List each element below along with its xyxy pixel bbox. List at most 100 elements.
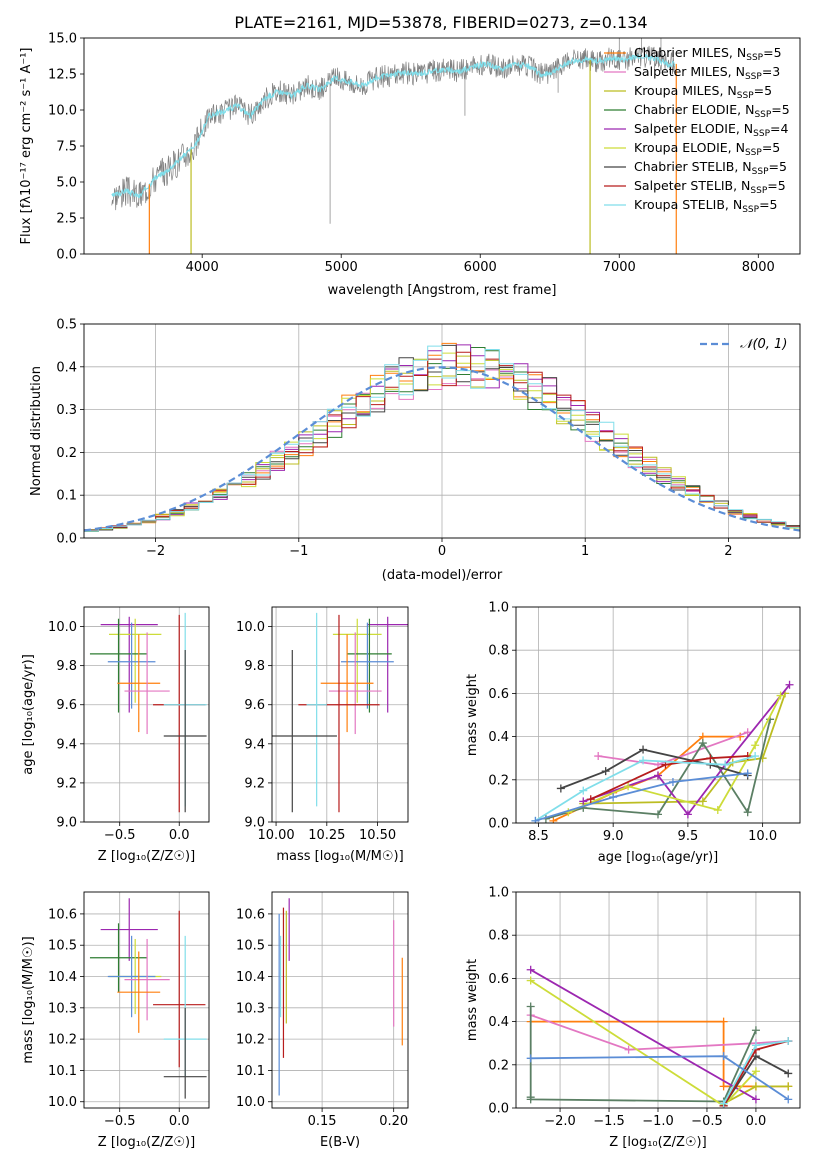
figure-title: PLATE=2161, MJD=53878, FIBERID=0273, z=0… — [234, 13, 647, 32]
y-tick-label: 9.0 — [56, 816, 77, 831]
weight-marker — [639, 745, 648, 754]
y-tick-label: 12.5 — [48, 68, 77, 83]
x-tick-label: 0.20 — [379, 1114, 408, 1129]
mass_weight_vs_Z-plot — [526, 965, 793, 1108]
weight-marker — [526, 1054, 535, 1063]
weight-marker — [579, 786, 588, 795]
spectrum-xlabel: wavelength [Angstrom, rest frame] — [328, 283, 557, 298]
errorbar-point — [320, 634, 374, 733]
y-tick-label: 10.6 — [48, 907, 77, 922]
x-tick-label: −0.5 — [104, 828, 136, 843]
y-tick-label: 9.8 — [56, 659, 77, 674]
y-tick-label: 10.1 — [48, 1064, 77, 1079]
histogram-series — [84, 345, 800, 532]
weight-marker — [601, 767, 610, 776]
errorbar-point — [341, 622, 394, 709]
y-tick-label: 10.3 — [236, 1001, 265, 1016]
x-tick-label: 1 — [581, 544, 589, 559]
weight-marker — [776, 691, 785, 700]
x-tick-label: 0 — [438, 544, 446, 559]
y-tick-label: 9.6 — [244, 698, 265, 713]
y-tick-label: 10.0 — [236, 620, 265, 635]
errorbar-point — [163, 650, 207, 813]
y-tick-label: 0.4 — [56, 360, 77, 375]
weight-marker — [751, 1095, 760, 1104]
spectrum-frame — [83, 37, 801, 255]
weight-marker — [549, 816, 558, 823]
mass_weight_vs_Z-xlabel: Z [log₁₀(Z/Z☉)] — [609, 1135, 706, 1150]
x-tick-label: 10.25 — [308, 828, 345, 843]
x-tick-label: 6000 — [464, 260, 497, 275]
errorbar-point — [272, 650, 337, 813]
y-tick-label: 10.0 — [48, 1095, 77, 1110]
y-tick-label: 9.6 — [56, 698, 77, 713]
y-tick-label: 0.6 — [488, 687, 509, 702]
mass_vs_Z-plot — [89, 898, 207, 1099]
weight-series — [530, 1014, 789, 1051]
x-tick-label: −2.0 — [544, 1114, 576, 1129]
x-tick-label: 7000 — [603, 260, 636, 275]
weight-marker — [526, 1002, 535, 1011]
mass_vs_Z-xlabel: Z [log₁₀(Z/Z☉)] — [98, 1135, 195, 1150]
y-tick-label: 0.0 — [56, 248, 77, 263]
errorbar-point — [163, 1007, 207, 1099]
weight-marker — [698, 797, 707, 806]
y-tick-label: 7.5 — [56, 140, 77, 155]
weight-marker — [624, 782, 633, 791]
weight-marker — [594, 752, 603, 761]
y-tick-label: 10.3 — [48, 1001, 77, 1016]
legend-entry: Salpeter STELIB, NSSP=5 — [634, 178, 786, 196]
y-tick-label: 5.0 — [56, 176, 77, 191]
weight-marker — [743, 769, 752, 778]
residuals-ylabel: Normed distribution — [29, 366, 44, 496]
weight-series — [530, 969, 757, 1101]
legend-entry: Kroupa MILES, NSSP=5 — [634, 83, 772, 101]
x-tick-label: −1.5 — [593, 1114, 625, 1129]
y-tick-label: 0.8 — [488, 929, 509, 944]
legend-entry: Kroupa ELODIE, NSSP=5 — [634, 140, 780, 158]
weight-marker — [721, 760, 730, 769]
mass_vs_ebv-axes: 0.15 0.20 10.0 10.1 10.2 10.3 10.4 10.5 10.6 — [236, 892, 408, 1129]
mass_vs_ebv-plot — [278, 898, 403, 1096]
y-tick-label: 0.0 — [488, 817, 509, 832]
age_vs_Z-xlabel: Z [log₁₀(Z/Z☉)] — [98, 849, 195, 864]
weight-marker — [579, 797, 588, 806]
mass_weight_vs_age-xlabel: age [log₁₀(age/yr)] — [598, 850, 719, 865]
weight-marker — [654, 771, 662, 780]
weight-marker — [784, 1037, 793, 1046]
weight-marker — [719, 1052, 728, 1061]
errorbar-point — [117, 634, 161, 733]
weight-series — [545, 719, 771, 820]
weight-marker — [751, 1026, 760, 1035]
errorbar-point — [100, 616, 158, 713]
residuals-plot — [84, 342, 800, 532]
y-tick-label: 10.2 — [48, 1033, 77, 1048]
x-tick-label: 9.5 — [678, 829, 699, 844]
weight-marker — [785, 680, 794, 689]
weight-marker — [624, 1045, 633, 1054]
y-tick-label: 0.5 — [56, 318, 77, 333]
y-tick-label: 10.0 — [236, 1095, 265, 1110]
x-tick-label: 0.15 — [308, 1114, 337, 1129]
errorbar-point — [107, 935, 156, 1018]
mass_vs_ebv-frame — [271, 891, 409, 1109]
model-spectrum — [111, 53, 676, 199]
x-tick-label: 5000 — [325, 260, 358, 275]
weight-marker — [526, 1095, 535, 1104]
weight-marker — [713, 806, 722, 815]
y-tick-label: 0.1 — [56, 489, 77, 504]
weight-marker — [526, 965, 535, 974]
y-tick-label: 15.0 — [48, 32, 77, 47]
weight-series — [583, 684, 791, 816]
weight-marker — [639, 756, 648, 765]
mass_weight_vs_Z-ylabel: mass weight — [465, 959, 480, 1041]
legend-entry: Chabrier STELIB, NSSP=5 — [634, 159, 787, 177]
y-tick-label: 9.4 — [56, 737, 77, 752]
weight-marker — [556, 784, 565, 793]
y-tick-label: 9.4 — [244, 737, 265, 752]
y-tick-label: 0.8 — [488, 644, 509, 659]
mass_weight_vs_age-frame — [515, 606, 801, 824]
y-tick-label: 0.6 — [488, 972, 509, 987]
x-tick-label: 10.00 — [257, 828, 294, 843]
